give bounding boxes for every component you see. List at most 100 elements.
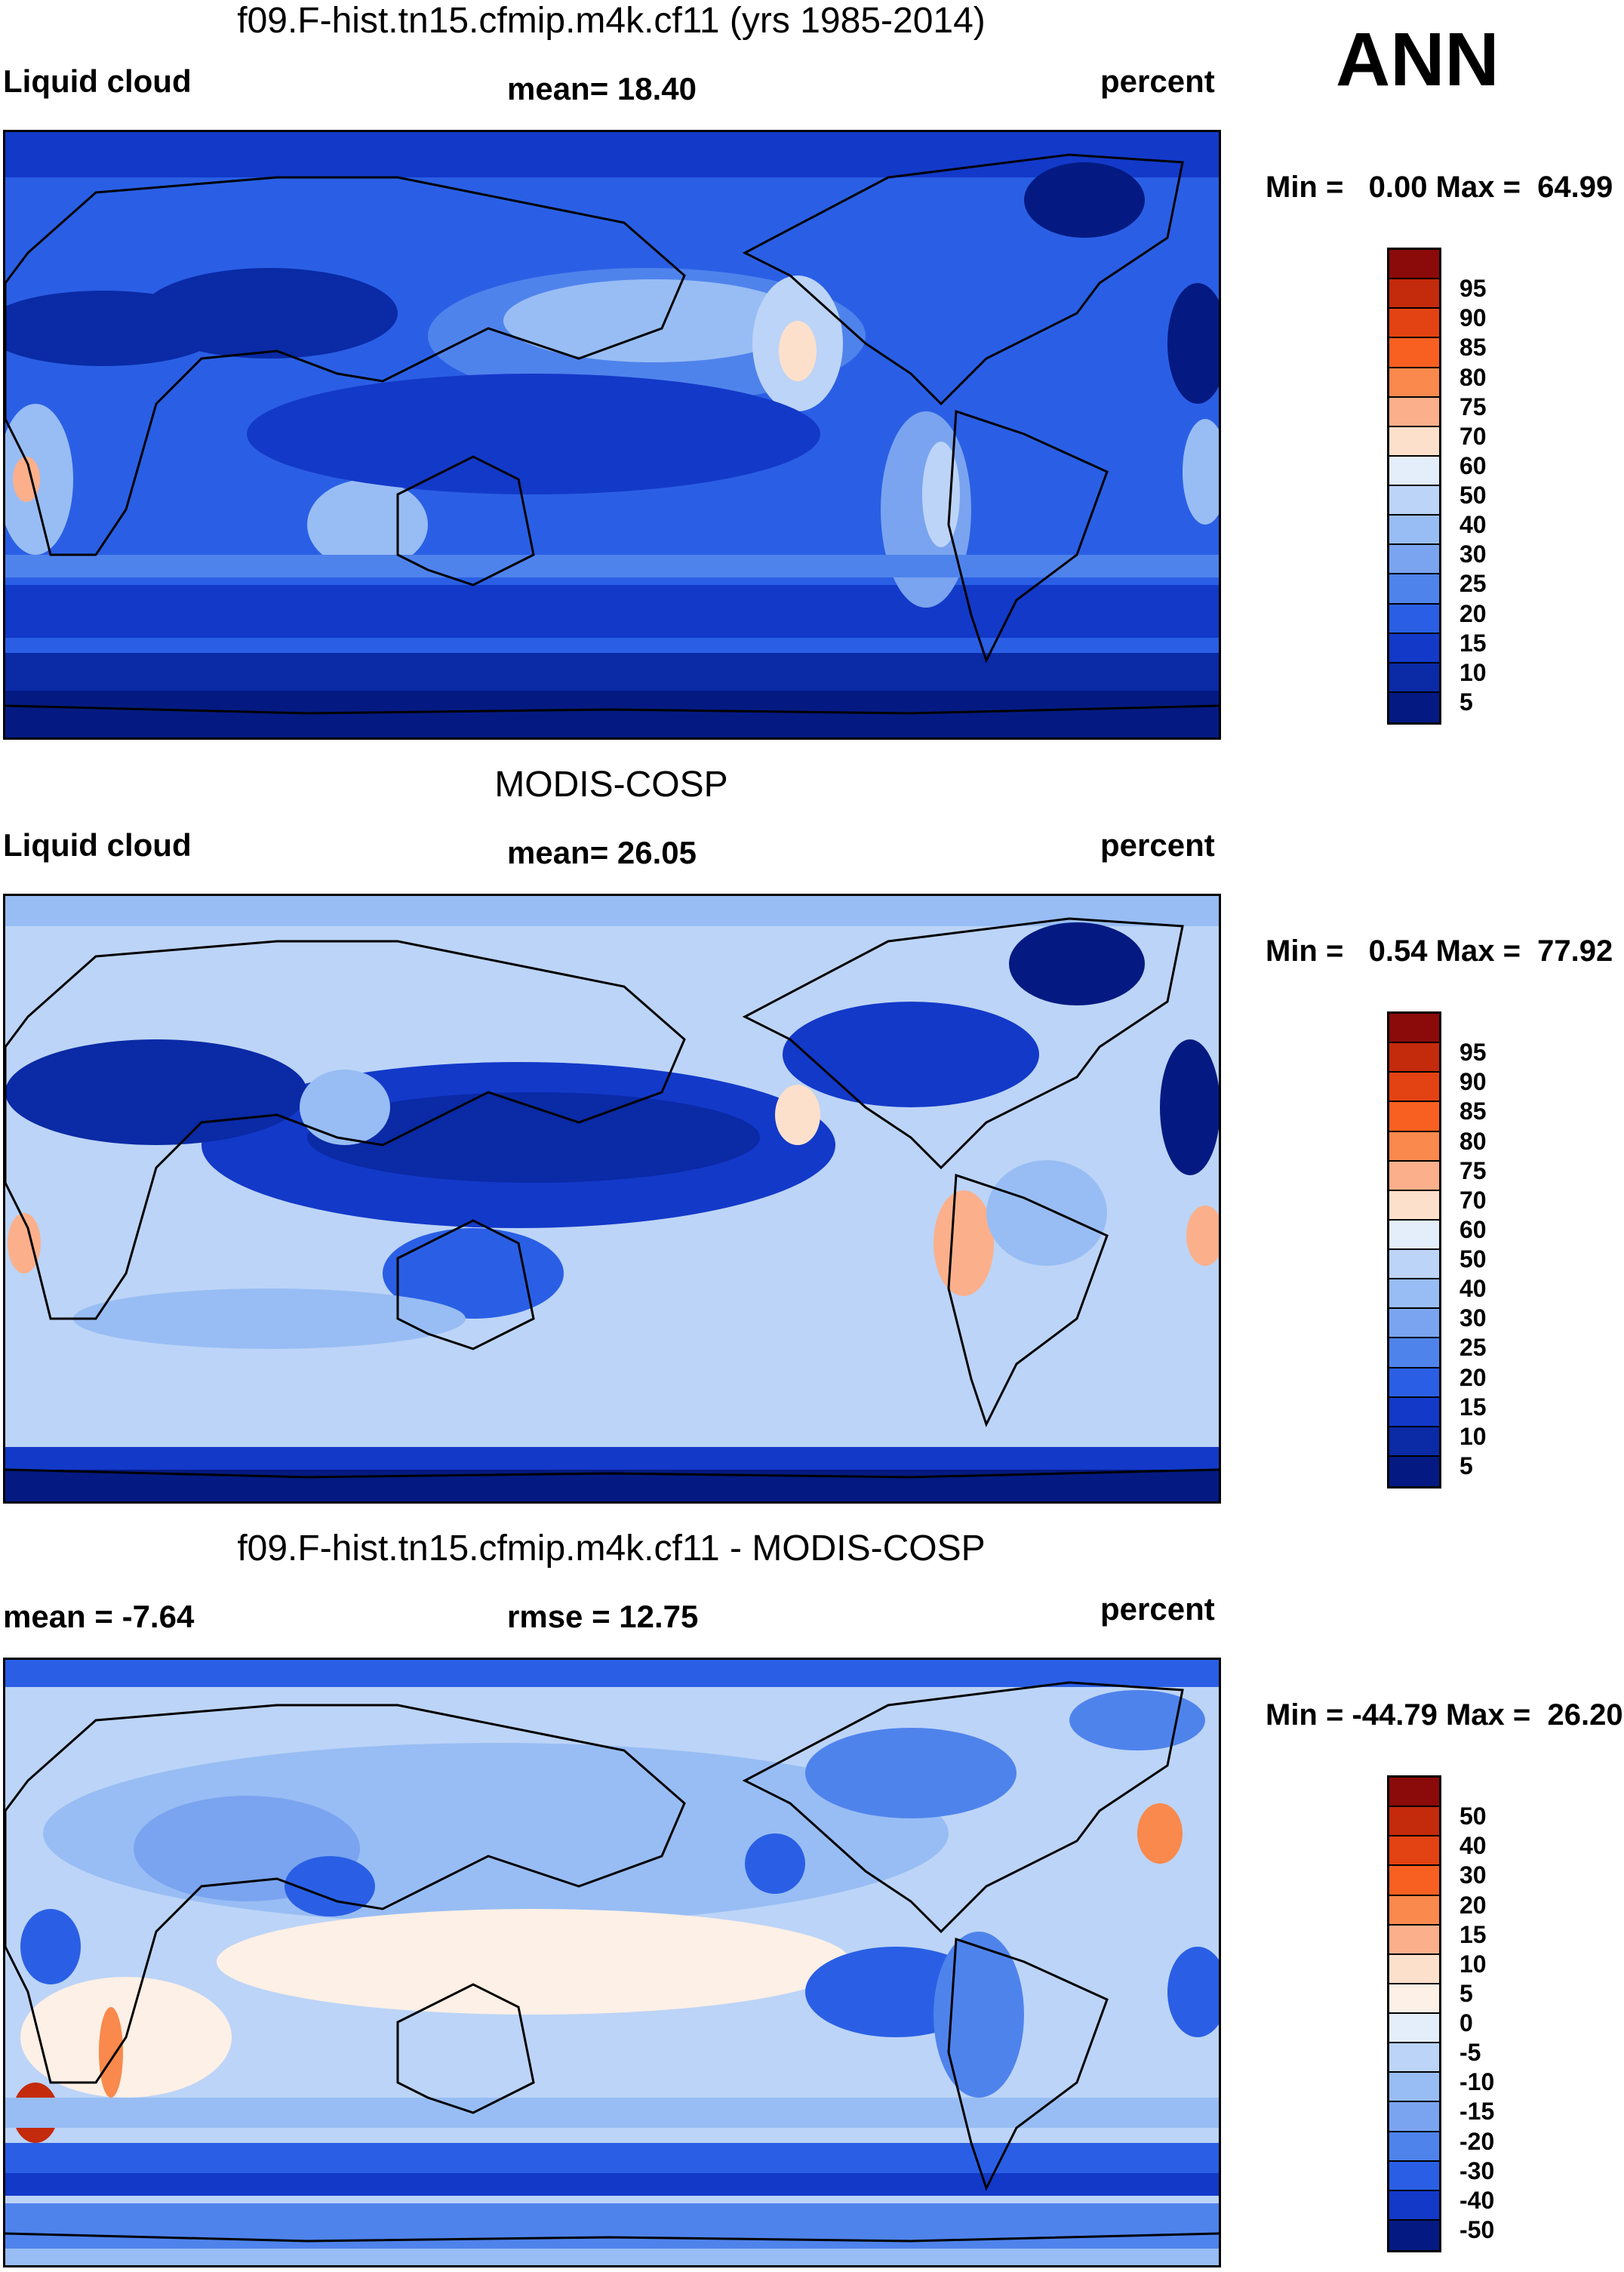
colorbar-swatch — [1389, 2102, 1439, 2132]
panel2-stat: mean= 26.05 — [507, 835, 697, 870]
colorbar-swatch — [1389, 1984, 1439, 2014]
colorbar-tick-label: 10 — [1459, 658, 1487, 686]
panel1-minmax: Min = 0.00 Max = 64.99 — [1266, 171, 1613, 204]
panel3-title: f09.F-hist.tn15.cfmip.m4k.cf11 - MODIS-C… — [237, 1529, 986, 1569]
colorbar-swatch — [1389, 1073, 1439, 1103]
colorbar-tick-label: 70 — [1459, 1186, 1487, 1214]
colorbar-swatch — [1389, 1309, 1439, 1339]
colorbar-tick-label: 75 — [1459, 393, 1487, 420]
colorbar-tick-label: 30 — [1459, 1304, 1487, 1332]
colorbar-swatch — [1389, 2073, 1439, 2103]
colorbar-swatch — [1389, 456, 1439, 486]
colorbar-swatch — [1389, 2043, 1439, 2073]
colorbar-tick-label: 5 — [1459, 1452, 1473, 1479]
colorbar-swatch — [1389, 250, 1439, 280]
colorbar-tick-label: 20 — [1459, 1363, 1487, 1391]
colorbar-swatch — [1389, 1368, 1439, 1398]
panel2-map — [3, 894, 1221, 1504]
colorbar-tick-label: 80 — [1459, 363, 1487, 391]
colorbar-swatch — [1389, 279, 1439, 309]
colorbar-swatch — [1389, 1456, 1439, 1486]
colorbar-swatch — [1389, 368, 1439, 398]
colorbar-swatch — [1389, 1807, 1439, 1837]
colorbar-swatch — [1389, 426, 1439, 457]
colorbar-tick-label: 40 — [1459, 1275, 1487, 1303]
colorbar-swatch — [1389, 1925, 1439, 1955]
colorbar-tick-label: 30 — [1459, 540, 1487, 568]
colorbar-tick-label: 60 — [1459, 1215, 1487, 1243]
panel2-left-label: Liquid cloud — [3, 827, 192, 863]
colorbar-tick-label: -40 — [1459, 2186, 1495, 2214]
colorbar-swatch — [1389, 1895, 1439, 1926]
colorbar-tick-label: 20 — [1459, 599, 1487, 627]
panel1-stat: mean= 18.40 — [507, 71, 697, 106]
panel1-colorbar-swatches — [1389, 250, 1439, 722]
colorbar-tick-label: -50 — [1459, 2215, 1495, 2243]
panel2-title: MODIS-COSP — [494, 765, 728, 805]
panel1-units: percent — [1100, 63, 1215, 99]
colorbar-tick-label: -10 — [1459, 2068, 1495, 2096]
colorbar-swatch — [1389, 1131, 1439, 1162]
colorbar-swatch — [1389, 604, 1439, 634]
colorbar-swatch — [1389, 397, 1439, 427]
colorbar-swatch — [1389, 2190, 1439, 2221]
colorbar-tick-label: 95 — [1459, 275, 1487, 303]
colorbar-tick-label: 85 — [1459, 334, 1487, 362]
colorbar-tick-label: 90 — [1459, 304, 1487, 332]
panel1-map — [3, 130, 1221, 740]
colorbar-swatch — [1389, 1220, 1439, 1250]
colorbar-tick-label: 50 — [1459, 482, 1487, 509]
colorbar-tick-label: 90 — [1459, 1068, 1487, 1096]
colorbar-tick-label: 50 — [1459, 1803, 1487, 1830]
panel1-left-label: Liquid cloud — [3, 63, 192, 99]
colorbar-swatch — [1389, 1102, 1439, 1132]
colorbar-tick-label: 50 — [1459, 1245, 1487, 1273]
colorbar-tick-label: 40 — [1459, 1832, 1487, 1860]
colorbar-swatch — [1389, 309, 1439, 339]
panel3-rmse: rmse = 12.75 — [507, 1599, 699, 1634]
colorbar-swatch — [1389, 1427, 1439, 1457]
colorbar-swatch — [1389, 692, 1439, 722]
colorbar-swatch — [1389, 1250, 1439, 1280]
colorbar-swatch — [1389, 1836, 1439, 1867]
panel3-colorbar — [1387, 1775, 1441, 2252]
colorbar-swatch — [1389, 1397, 1439, 1427]
colorbar-tick-label: 0 — [1459, 2009, 1473, 2036]
colorbar-tick-label: 85 — [1459, 1098, 1487, 1125]
colorbar-tick-label: 25 — [1459, 1334, 1487, 1362]
colorbar-swatch — [1389, 2220, 1439, 2250]
colorbar-swatch — [1389, 1190, 1439, 1221]
colorbar-tick-label: 40 — [1459, 511, 1487, 539]
panel2-colorbar-swatches — [1389, 1014, 1439, 1486]
colorbar-tick-label: 30 — [1459, 1861, 1487, 1889]
colorbar-swatch — [1389, 2161, 1439, 2191]
panel3-units: percent — [1100, 1591, 1215, 1627]
panel3-map-svg — [5, 1660, 1219, 2265]
panel2-minmax: Min = 0.54 Max = 77.92 — [1266, 934, 1613, 968]
panel3-colorbar-swatches — [1389, 1778, 1439, 2250]
colorbar-swatch — [1389, 1338, 1439, 1368]
colorbar-tick-label: 80 — [1459, 1127, 1487, 1155]
panel1-title: f09.F-hist.tn15.cfmip.m4k.cf11 (yrs 1985… — [237, 1, 986, 41]
colorbar-swatch — [1389, 633, 1439, 663]
colorbar-tick-label: -5 — [1459, 2039, 1481, 2067]
colorbar-swatch — [1389, 1279, 1439, 1310]
panel2-map-svg — [5, 896, 1219, 1501]
colorbar-tick-label: 15 — [1459, 1920, 1487, 1948]
colorbar-swatch — [1389, 1778, 1439, 1808]
colorbar-tick-label: 20 — [1459, 1891, 1487, 1919]
colorbar-tick-label: -30 — [1459, 2157, 1495, 2184]
colorbar-tick-label: -15 — [1459, 2098, 1495, 2126]
colorbar-swatch — [1389, 516, 1439, 546]
panel2-units: percent — [1100, 827, 1215, 863]
panel3-minmax: Min = -44.79 Max = 26.20 — [1266, 1698, 1623, 1732]
colorbar-tick-label: 15 — [1459, 1393, 1487, 1421]
colorbar-tick-label: 95 — [1459, 1039, 1487, 1067]
colorbar-tick-label: 10 — [1459, 1422, 1487, 1450]
colorbar-swatch — [1389, 1014, 1439, 1044]
colorbar-swatch — [1389, 1161, 1439, 1191]
colorbar-swatch — [1389, 2132, 1439, 2162]
panel3-mean: mean = -7.64 — [3, 1599, 195, 1634]
colorbar-swatch — [1389, 545, 1439, 575]
colorbar-tick-label: 10 — [1459, 1950, 1487, 1978]
